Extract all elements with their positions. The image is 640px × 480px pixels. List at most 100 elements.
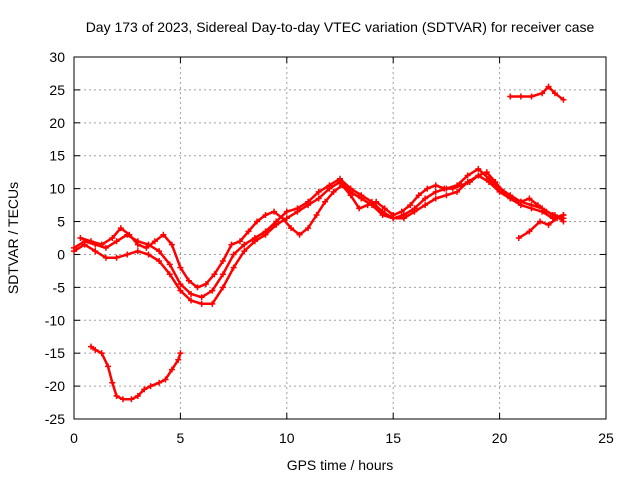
data-point [407, 202, 414, 209]
data-point [166, 261, 173, 268]
data-point [305, 202, 312, 209]
data-point [492, 179, 499, 186]
data-point [279, 215, 286, 222]
data-point [98, 241, 105, 248]
data-point [156, 248, 163, 255]
data-point [273, 221, 280, 228]
y-tick-label: 10 [49, 181, 65, 197]
data-point [228, 241, 235, 248]
x-tick-label: 10 [279, 430, 295, 446]
data-point [71, 248, 77, 255]
data-point [432, 182, 439, 189]
data-point [415, 192, 422, 199]
y-tick-label: 0 [57, 246, 65, 262]
y-tick-label: 5 [57, 214, 65, 230]
data-point [475, 172, 482, 179]
data-point [254, 218, 261, 225]
chart-title: Day 173 of 2023, Sidereal Day-to-day VTE… [86, 19, 595, 35]
grid-layer [74, 57, 606, 419]
y-tick-label: -5 [53, 279, 66, 295]
data-point [507, 93, 514, 100]
data-point [209, 287, 216, 294]
data-point [77, 235, 84, 241]
data-point [379, 211, 386, 218]
data-point [113, 238, 120, 245]
series-track-f [507, 83, 567, 103]
data-point [339, 182, 346, 189]
data-point [92, 346, 99, 353]
series-line [89, 345, 182, 401]
data-point [177, 264, 184, 271]
data-point [109, 379, 116, 386]
data-point [241, 241, 248, 248]
data-point [145, 251, 152, 258]
data-point [209, 300, 216, 307]
data-point [517, 198, 524, 205]
data-point [102, 244, 109, 251]
plot-frame [73, 56, 607, 420]
data-point [177, 281, 184, 288]
data-point [151, 238, 158, 245]
x-tick-label: 20 [492, 430, 508, 446]
data-point [134, 241, 141, 248]
data-point [515, 235, 522, 241]
data-point [230, 264, 237, 271]
data-point [449, 185, 456, 192]
y-tick-label: -25 [45, 411, 65, 427]
y-tick-label: 25 [49, 82, 65, 98]
data-point [441, 185, 448, 192]
data-point [400, 215, 407, 222]
data-point [315, 195, 322, 202]
data-point [117, 225, 124, 232]
series-track-d [515, 211, 567, 241]
data-point [236, 238, 243, 245]
series-track-c [77, 169, 567, 291]
data-point [528, 205, 535, 212]
data-point [381, 205, 388, 212]
data-point [551, 211, 558, 218]
series-layer [71, 83, 567, 403]
data-point [537, 218, 544, 225]
y-tick-label: -10 [45, 312, 65, 328]
data-point [358, 195, 365, 202]
data-point [160, 231, 167, 238]
data-point [485, 179, 492, 186]
data-point [330, 188, 337, 195]
y-tick-label: -20 [45, 378, 65, 394]
data-point [543, 208, 550, 215]
x-axis-title: GPS time / hours [287, 457, 394, 473]
data-point [198, 294, 205, 301]
data-point [545, 83, 552, 90]
data-point [128, 396, 135, 403]
data-point [545, 221, 552, 228]
data-point [475, 165, 482, 172]
data-point [526, 195, 533, 202]
y-tick-label: -15 [45, 345, 65, 361]
data-point [422, 195, 429, 202]
data-point [337, 179, 343, 186]
data-point [230, 251, 237, 258]
data-point [175, 356, 182, 363]
y-tick-label: 15 [49, 148, 65, 164]
data-point [560, 96, 567, 103]
data-point [202, 281, 209, 288]
x-tick-label: 15 [385, 430, 401, 446]
data-point [219, 284, 226, 291]
data-point [356, 205, 363, 212]
data-point [528, 93, 535, 100]
data-point [483, 169, 490, 176]
data-point [251, 238, 258, 245]
data-point [432, 195, 439, 202]
data-point [322, 198, 329, 205]
data-point [517, 93, 524, 100]
data-point [185, 277, 192, 284]
series-track-e [88, 343, 184, 403]
data-point [432, 188, 439, 195]
data-point [347, 192, 354, 199]
data-point [166, 271, 173, 278]
data-point [194, 284, 201, 291]
data-point [464, 172, 471, 179]
data-point [168, 241, 175, 248]
data-point [102, 254, 109, 261]
y-tick-label: 20 [49, 115, 65, 131]
